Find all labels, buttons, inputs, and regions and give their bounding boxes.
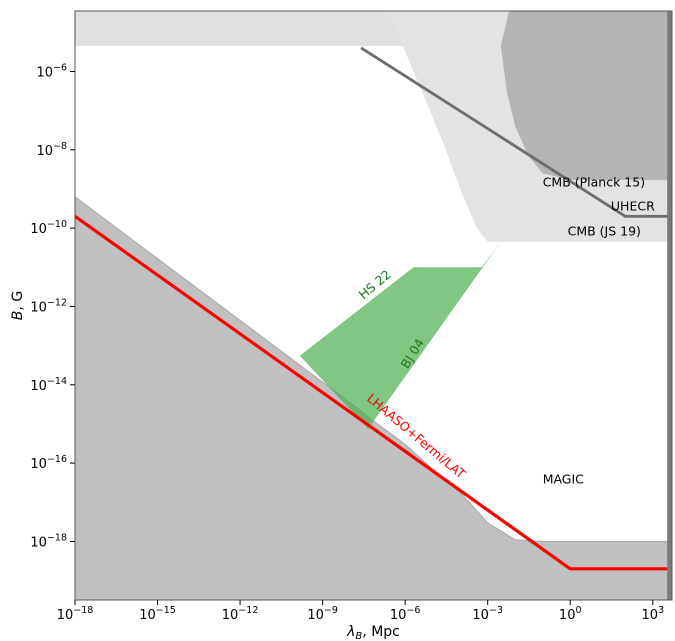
y-tick-label: 10−18 <box>30 532 67 550</box>
plot-area <box>75 11 672 600</box>
annotation-cmb-planck-15: CMB (Planck 15) <box>543 175 645 190</box>
lines-layer <box>75 11 672 600</box>
x-tick-label: 100 <box>559 605 582 623</box>
region-cmb-planck-15 <box>500 11 672 180</box>
x-tick-label: 103 <box>641 605 664 623</box>
y-tick-label: 10−16 <box>30 454 67 472</box>
x-tick-label: 10−3 <box>472 605 503 623</box>
x-tick-label: 10−18 <box>57 605 94 623</box>
x-tick-label: 10−12 <box>222 605 259 623</box>
x-tick-label: 10−6 <box>390 605 421 623</box>
y-axis: 10−6 10−8 10−10 10−12 10−14 10−16 10−18 <box>30 62 75 550</box>
series-line-uhecr <box>360 46 672 218</box>
plot-frame <box>74 10 673 601</box>
y-tick-label: 10−8 <box>36 141 67 159</box>
region-hs-22-bj-04 <box>299 241 501 429</box>
x-tick-label: 10−9 <box>307 605 338 623</box>
annotation-uhecr: UHECR <box>611 199 655 214</box>
y-tick-label: 10−14 <box>30 376 67 394</box>
x-axis: 10−18 10−15 10−12 10−9 10−6 10−3 100 103 <box>57 600 664 623</box>
y-tick-label: 10−10 <box>30 219 67 237</box>
x-axis-label: λB, Mpc <box>346 624 400 641</box>
region-magic <box>75 196 672 600</box>
series-line-lhaaso-fermi-lat <box>75 214 672 571</box>
y-tick-label: 10−12 <box>30 297 67 315</box>
x-tick-label: 10−15 <box>139 605 176 623</box>
annotation-cmb-js-19: CMB (JS 19) <box>568 224 641 239</box>
y-tick-label: 10−6 <box>36 62 67 80</box>
y-axis-label: B, G <box>10 291 26 320</box>
regions-layer <box>75 11 672 600</box>
annotation-magic: MAGIC <box>543 472 584 487</box>
